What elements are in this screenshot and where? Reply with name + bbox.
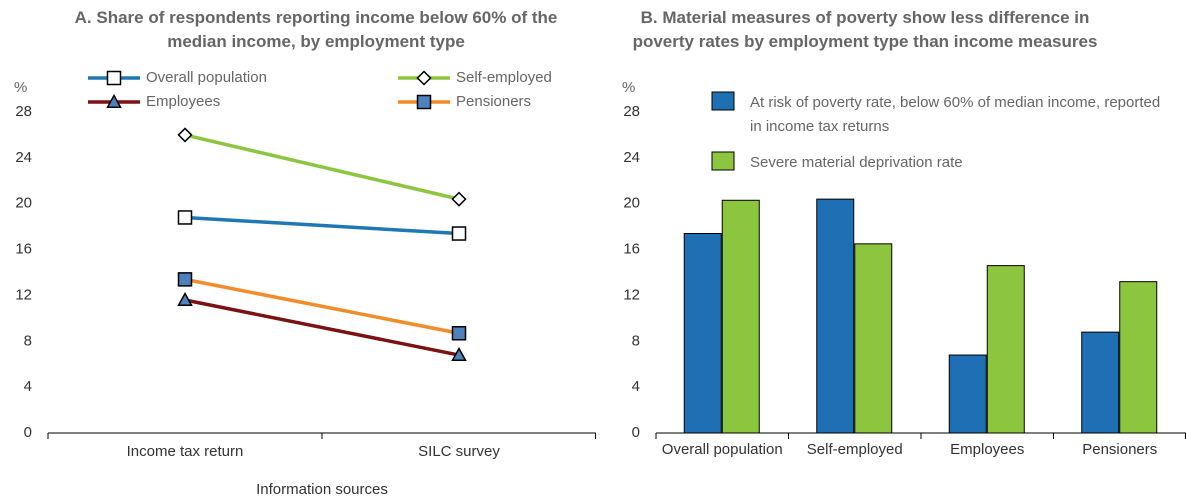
bar bbox=[986, 265, 1025, 434]
x-tick-label: Employees bbox=[950, 441, 1025, 458]
y-tick-label: 0 bbox=[632, 424, 640, 441]
y-axis-label: % bbox=[622, 79, 635, 96]
bar bbox=[683, 233, 722, 434]
chart-title: B. Material measures of poverty show les… bbox=[632, 8, 1098, 51]
y-tick-label: 28 bbox=[15, 103, 32, 120]
legend-marker bbox=[416, 70, 432, 86]
legend-label: Overall population bbox=[146, 69, 267, 86]
y-tick-label: 16 bbox=[623, 241, 640, 258]
bar bbox=[816, 198, 855, 434]
bar bbox=[854, 243, 893, 434]
bar bbox=[1119, 281, 1158, 434]
y-axis-label: % bbox=[14, 79, 27, 96]
legend-marker bbox=[106, 70, 122, 86]
point bbox=[451, 191, 467, 207]
point bbox=[177, 127, 193, 143]
series-line bbox=[184, 133, 460, 201]
y-tick-label: 16 bbox=[15, 241, 32, 258]
y-tick-label: 28 bbox=[623, 103, 640, 120]
point bbox=[451, 226, 467, 241]
y-tick-label: 20 bbox=[623, 195, 640, 212]
y-tick-label: 4 bbox=[24, 378, 32, 395]
y-tick-label: 8 bbox=[632, 332, 640, 349]
bar bbox=[948, 354, 987, 434]
point bbox=[177, 291, 193, 306]
legend-marker bbox=[416, 94, 432, 110]
series-line bbox=[184, 298, 460, 357]
x-tick-label: Income tax return bbox=[127, 443, 244, 460]
bar bbox=[1081, 331, 1120, 434]
legend-marker bbox=[106, 93, 122, 108]
legend-label: Severe material deprivation rate bbox=[750, 154, 963, 171]
legend-swatch bbox=[711, 151, 735, 171]
y-tick-label: 20 bbox=[15, 195, 32, 212]
y-tick-label: 24 bbox=[623, 149, 640, 166]
legend-label: At risk of poverty rate, below 60% of me… bbox=[750, 94, 1161, 135]
legend-label: Employees bbox=[146, 93, 220, 110]
series-line bbox=[184, 215, 460, 236]
y-tick-label: 12 bbox=[623, 286, 640, 303]
y-tick-label: 24 bbox=[15, 149, 32, 166]
point bbox=[177, 210, 193, 225]
x-axis-label: Information sources bbox=[256, 481, 388, 498]
y-tick-label: 12 bbox=[15, 286, 32, 303]
chart-title: A. Share of respondents reporting income… bbox=[74, 8, 558, 51]
point bbox=[451, 346, 467, 361]
y-tick-label: 0 bbox=[24, 424, 32, 441]
x-tick-label: Overall population bbox=[661, 441, 783, 458]
x-tick-label: Pensioners bbox=[1082, 441, 1158, 458]
bar bbox=[721, 199, 760, 434]
y-tick-label: 8 bbox=[24, 332, 32, 349]
point bbox=[177, 272, 193, 287]
legend-swatch bbox=[711, 91, 735, 111]
point bbox=[451, 326, 467, 341]
series-line bbox=[184, 277, 460, 335]
x-tick-label: Self-employed bbox=[806, 441, 903, 458]
x-tick-label: SILC survey bbox=[418, 443, 500, 460]
legend-label: Pensioners bbox=[456, 93, 531, 110]
legend-label: Self-employed bbox=[456, 69, 552, 86]
y-tick-label: 4 bbox=[632, 378, 640, 395]
